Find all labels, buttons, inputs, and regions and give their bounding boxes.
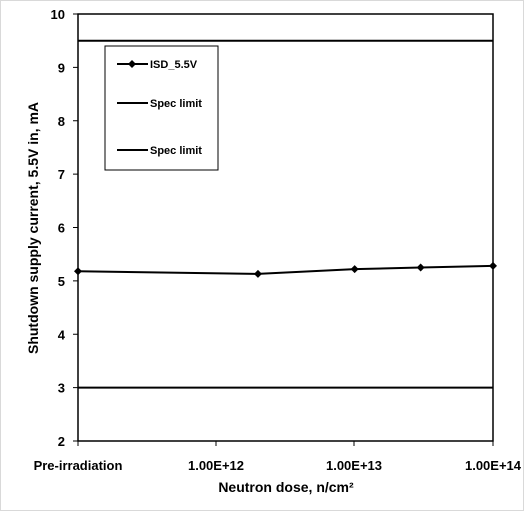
x-tick-label: 1.00E+14 [465, 458, 522, 473]
y-tick-label: 8 [58, 114, 65, 129]
legend-label: ISD_5.5V [150, 59, 198, 71]
x-tick-label: Pre-irradiation [34, 458, 123, 473]
x-tick-label: 1.00E+13 [326, 458, 382, 473]
x-tick-label: 1.00E+12 [188, 458, 244, 473]
legend-marker [128, 60, 136, 68]
legend-label: Spec limit [150, 145, 202, 157]
legend-label: Spec limit [150, 98, 202, 110]
y-tick-label: 7 [58, 167, 65, 182]
y-tick-label: 3 [58, 381, 65, 396]
data-point-marker [489, 261, 497, 270]
y-tick-label: 9 [58, 60, 65, 75]
legend: ISD_5.5V Spec limit Spec limit [104, 45, 219, 171]
data-point-marker [253, 269, 262, 278]
x-axis-title: Neutron dose, n/cm² [218, 479, 354, 495]
y-tick-label: 10 [51, 7, 65, 22]
y-tick-label: 6 [58, 221, 65, 236]
data-point-marker [74, 267, 82, 276]
y-tick-label: 2 [58, 434, 65, 449]
y-tick-label: 4 [58, 327, 66, 342]
data-point-marker [416, 263, 425, 272]
data-point-marker [350, 265, 359, 274]
y-tick-label: 5 [58, 274, 65, 289]
y-axis-title: Shutdown supply current, 5.5V in, mA [25, 102, 41, 354]
